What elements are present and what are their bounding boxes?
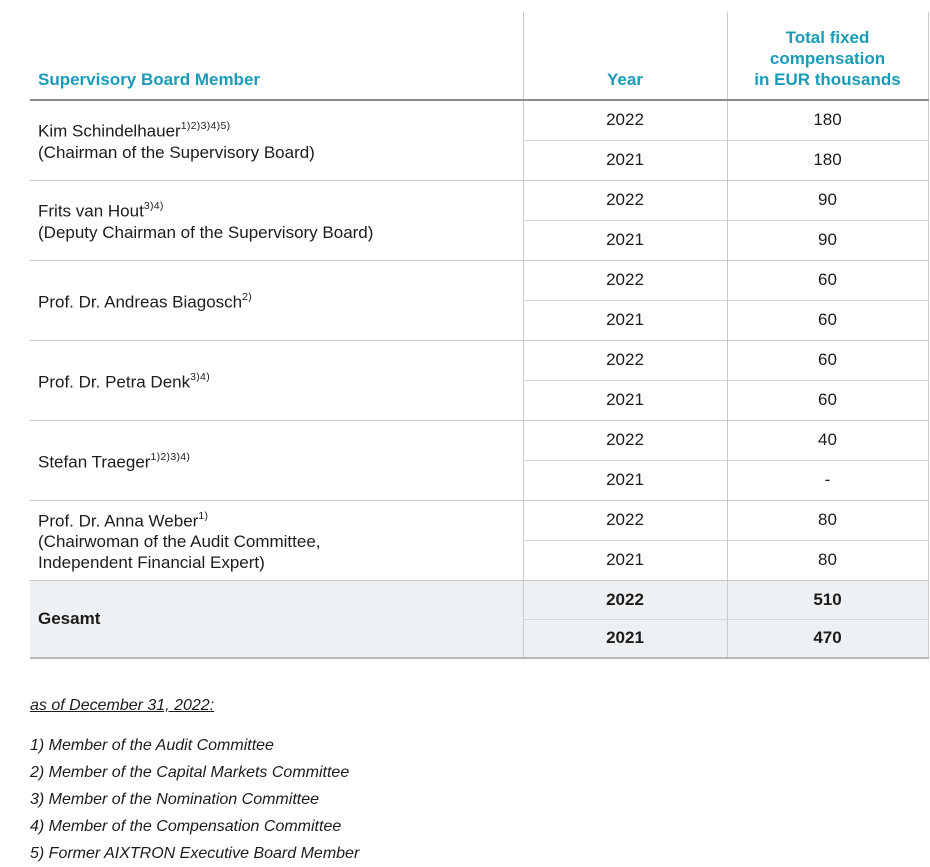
table-row: 2021 180 bbox=[30, 140, 929, 181]
footnote-item: 5) Former AIXTRON Executive Board Member bbox=[30, 845, 360, 862]
member-name: Stefan Traeger1)2)3)4) bbox=[38, 448, 517, 473]
member-name-text: Prof. Dr. Anna Weber bbox=[38, 511, 199, 531]
member-cell-traeger: Stefan Traeger1)2)3)4) bbox=[30, 420, 523, 501]
table-row: 2021 - bbox=[30, 460, 929, 501]
total-label: Gesamt bbox=[30, 580, 523, 659]
year-cell: 2022 bbox=[522, 420, 727, 461]
table-row: 2021 60 bbox=[30, 300, 929, 341]
table-row: Prof. Dr. Anna Weber1) (Chairwoman of th… bbox=[30, 500, 929, 581]
compensation-cell: 80 bbox=[726, 540, 929, 581]
table-row: Stefan Traeger1)2)3)4) 2022 40 bbox=[30, 420, 929, 501]
member-role: (Chairwoman of the Audit Committee, bbox=[38, 532, 321, 552]
compensation-cell: 180 bbox=[726, 140, 929, 181]
compensation-cell: 60 bbox=[726, 260, 929, 301]
compensation-cell: - bbox=[726, 460, 929, 501]
member-role: (Deputy Chairman of the Supervisory Boar… bbox=[38, 222, 374, 242]
year-cell: 2022 bbox=[522, 260, 727, 301]
year-cell: 2022 bbox=[522, 340, 727, 381]
member-name-text: Stefan Traeger bbox=[38, 452, 151, 472]
footnotes-section: as of December 31, 2022: 1) Member of th… bbox=[30, 697, 930, 867]
member-role: (Chairman of the Supervisory Board) bbox=[38, 143, 315, 163]
year-cell: 2021 bbox=[522, 460, 727, 501]
year-cell: 2022 bbox=[522, 500, 727, 541]
table-row: 2021 60 bbox=[30, 380, 929, 421]
footnote-item: 2) Member of the Capital Markets Committ… bbox=[30, 764, 350, 781]
document-page: Supervisory Board Member Year Total fixe… bbox=[0, 12, 930, 865]
member-name: Kim Schindelhauer1)2)3)4)5) bbox=[38, 117, 517, 142]
footnote-marker: 1)2)3)4)5) bbox=[180, 120, 231, 133]
member-cell-van-hout: Frits van Hout3)4) (Deputy Chairman of t… bbox=[30, 180, 523, 261]
member-role: Independent Financial Expert) bbox=[38, 553, 265, 573]
footnote-marker: 3)4) bbox=[190, 370, 210, 383]
footnote-marker: 2) bbox=[242, 290, 253, 303]
year-cell: 2021 bbox=[522, 140, 727, 181]
member-name-text: Frits van Hout bbox=[38, 201, 144, 221]
compensation-cell: 60 bbox=[726, 380, 929, 421]
footnote-list: 1) Member of the Audit Committee 2) Memb… bbox=[30, 732, 930, 867]
table-row: Prof. Dr. Andreas Biagosch2) 2022 60 bbox=[30, 260, 929, 341]
footnote-marker: 1)2)3)4) bbox=[150, 450, 191, 463]
member-name: Prof. Dr. Anna Weber1) bbox=[38, 507, 517, 532]
member-name: Prof. Dr. Petra Denk3)4) bbox=[38, 368, 517, 393]
total-year-cell: 2021 bbox=[522, 619, 727, 659]
footnote-item: 4) Member of the Compensation Committee bbox=[30, 818, 342, 835]
member-name: Prof. Dr. Andreas Biagosch2) bbox=[38, 288, 517, 313]
compensation-cell: 40 bbox=[726, 420, 929, 461]
column-header-year: Year bbox=[522, 12, 727, 101]
footnote-marker: 1) bbox=[198, 509, 209, 522]
compensation-cell: 90 bbox=[726, 180, 929, 221]
year-cell: 2022 bbox=[522, 100, 727, 141]
member-name: Frits van Hout3)4) bbox=[38, 197, 517, 222]
member-name-text: Prof. Dr. Andreas Biagosch bbox=[38, 292, 243, 312]
total-row: 2021 470 bbox=[30, 619, 929, 659]
total-compensation-cell: 510 bbox=[726, 580, 929, 620]
compensation-cell: 60 bbox=[726, 300, 929, 341]
table-header-row: Supervisory Board Member Year Total fixe… bbox=[30, 12, 929, 101]
table-row: Prof. Dr. Petra Denk3)4) 2022 60 bbox=[30, 340, 929, 421]
table-row: 2021 90 bbox=[30, 220, 929, 261]
year-cell: 2021 bbox=[522, 540, 727, 581]
compensation-table: Supervisory Board Member Year Total fixe… bbox=[30, 12, 929, 659]
member-cell-schindelhauer: Kim Schindelhauer1)2)3)4)5) (Chairman of… bbox=[30, 100, 523, 181]
total-year-cell: 2022 bbox=[522, 580, 727, 620]
member-cell-weber: Prof. Dr. Anna Weber1) (Chairwoman of th… bbox=[30, 500, 523, 581]
year-cell: 2021 bbox=[522, 380, 727, 421]
compensation-cell: 80 bbox=[726, 500, 929, 541]
compensation-cell: 180 bbox=[726, 100, 929, 141]
as-of-date-heading: as of December 31, 2022: bbox=[30, 697, 215, 714]
member-name-text: Prof. Dr. Petra Denk bbox=[38, 372, 191, 392]
year-cell: 2021 bbox=[522, 300, 727, 341]
table-row: 2021 80 bbox=[30, 540, 929, 581]
year-cell: 2021 bbox=[522, 220, 727, 261]
footnote-marker: 3)4) bbox=[143, 200, 164, 213]
table-row: Kim Schindelhauer1)2)3)4)5) (Chairman of… bbox=[30, 100, 929, 181]
column-header-compensation: Total fixed compensation in EUR thousand… bbox=[726, 12, 929, 101]
member-cell-biagosch: Prof. Dr. Andreas Biagosch2) bbox=[30, 260, 523, 341]
table-row: Frits van Hout3)4) (Deputy Chairman of t… bbox=[30, 180, 929, 261]
compensation-cell: 90 bbox=[726, 220, 929, 261]
footnote-item: 1) Member of the Audit Committee bbox=[30, 737, 274, 754]
year-cell: 2022 bbox=[522, 180, 727, 221]
footnote-item: 3) Member of the Nomination Committee bbox=[30, 791, 319, 808]
compensation-cell: 60 bbox=[726, 340, 929, 381]
column-header-member: Supervisory Board Member bbox=[30, 12, 523, 101]
member-name-text: Kim Schindelhauer bbox=[38, 122, 181, 142]
total-compensation-cell: 470 bbox=[726, 619, 929, 659]
member-cell-denk: Prof. Dr. Petra Denk3)4) bbox=[30, 340, 523, 421]
total-row: Gesamt 2022 510 bbox=[30, 580, 929, 659]
